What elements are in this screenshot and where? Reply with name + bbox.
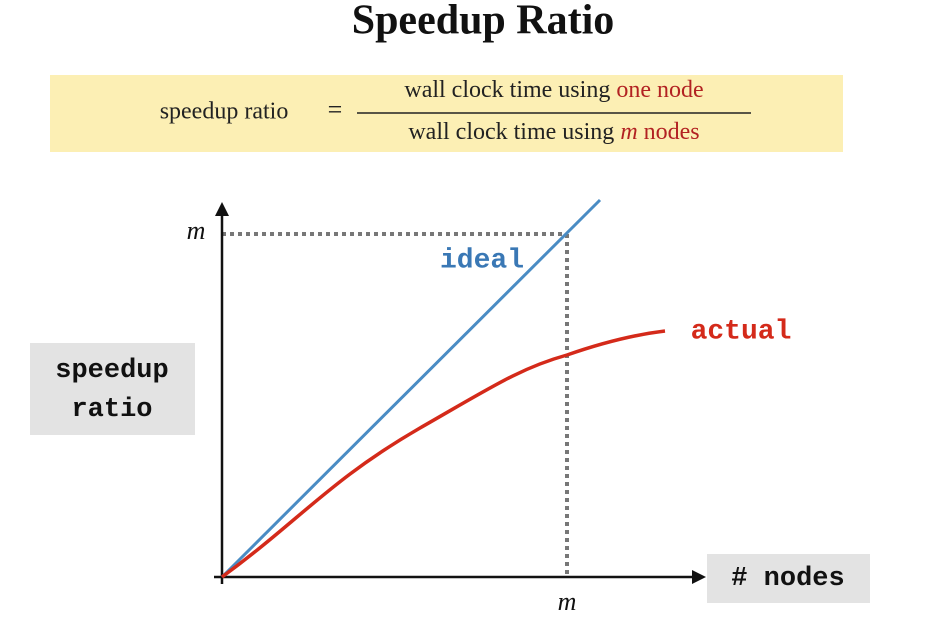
x-label-box <box>707 554 870 603</box>
y-axis-label: speedup <box>55 356 168 386</box>
x-marker: m <box>558 587 577 616</box>
denominator-text: wall clock time using <box>408 119 614 145</box>
numerator: wall clock time using one node <box>404 77 703 103</box>
denominator-highlight: nodes <box>644 119 700 145</box>
y-marker: m <box>187 216 206 245</box>
denominator: wall clock time using m nodes <box>408 119 699 145</box>
x-arrow <box>692 570 706 584</box>
formula-equals: = <box>328 95 343 124</box>
ideal-line <box>220 198 602 579</box>
y-arrow <box>215 202 229 216</box>
y-axis-label: ratio <box>71 395 152 425</box>
numerator-text: wall clock time using <box>404 77 610 103</box>
denominator-variable: m <box>620 119 637 145</box>
numerator-highlight: one node <box>616 77 703 103</box>
y-label-box <box>30 343 195 435</box>
ideal-label: ideal <box>440 245 524 276</box>
formula-lhs: speedup ratio <box>160 99 289 125</box>
x-axis-label: # nodes <box>731 564 844 594</box>
actual-label: actual <box>691 316 792 347</box>
slide-title: Speedup Ratio <box>352 0 615 44</box>
actual-curve <box>220 329 666 579</box>
